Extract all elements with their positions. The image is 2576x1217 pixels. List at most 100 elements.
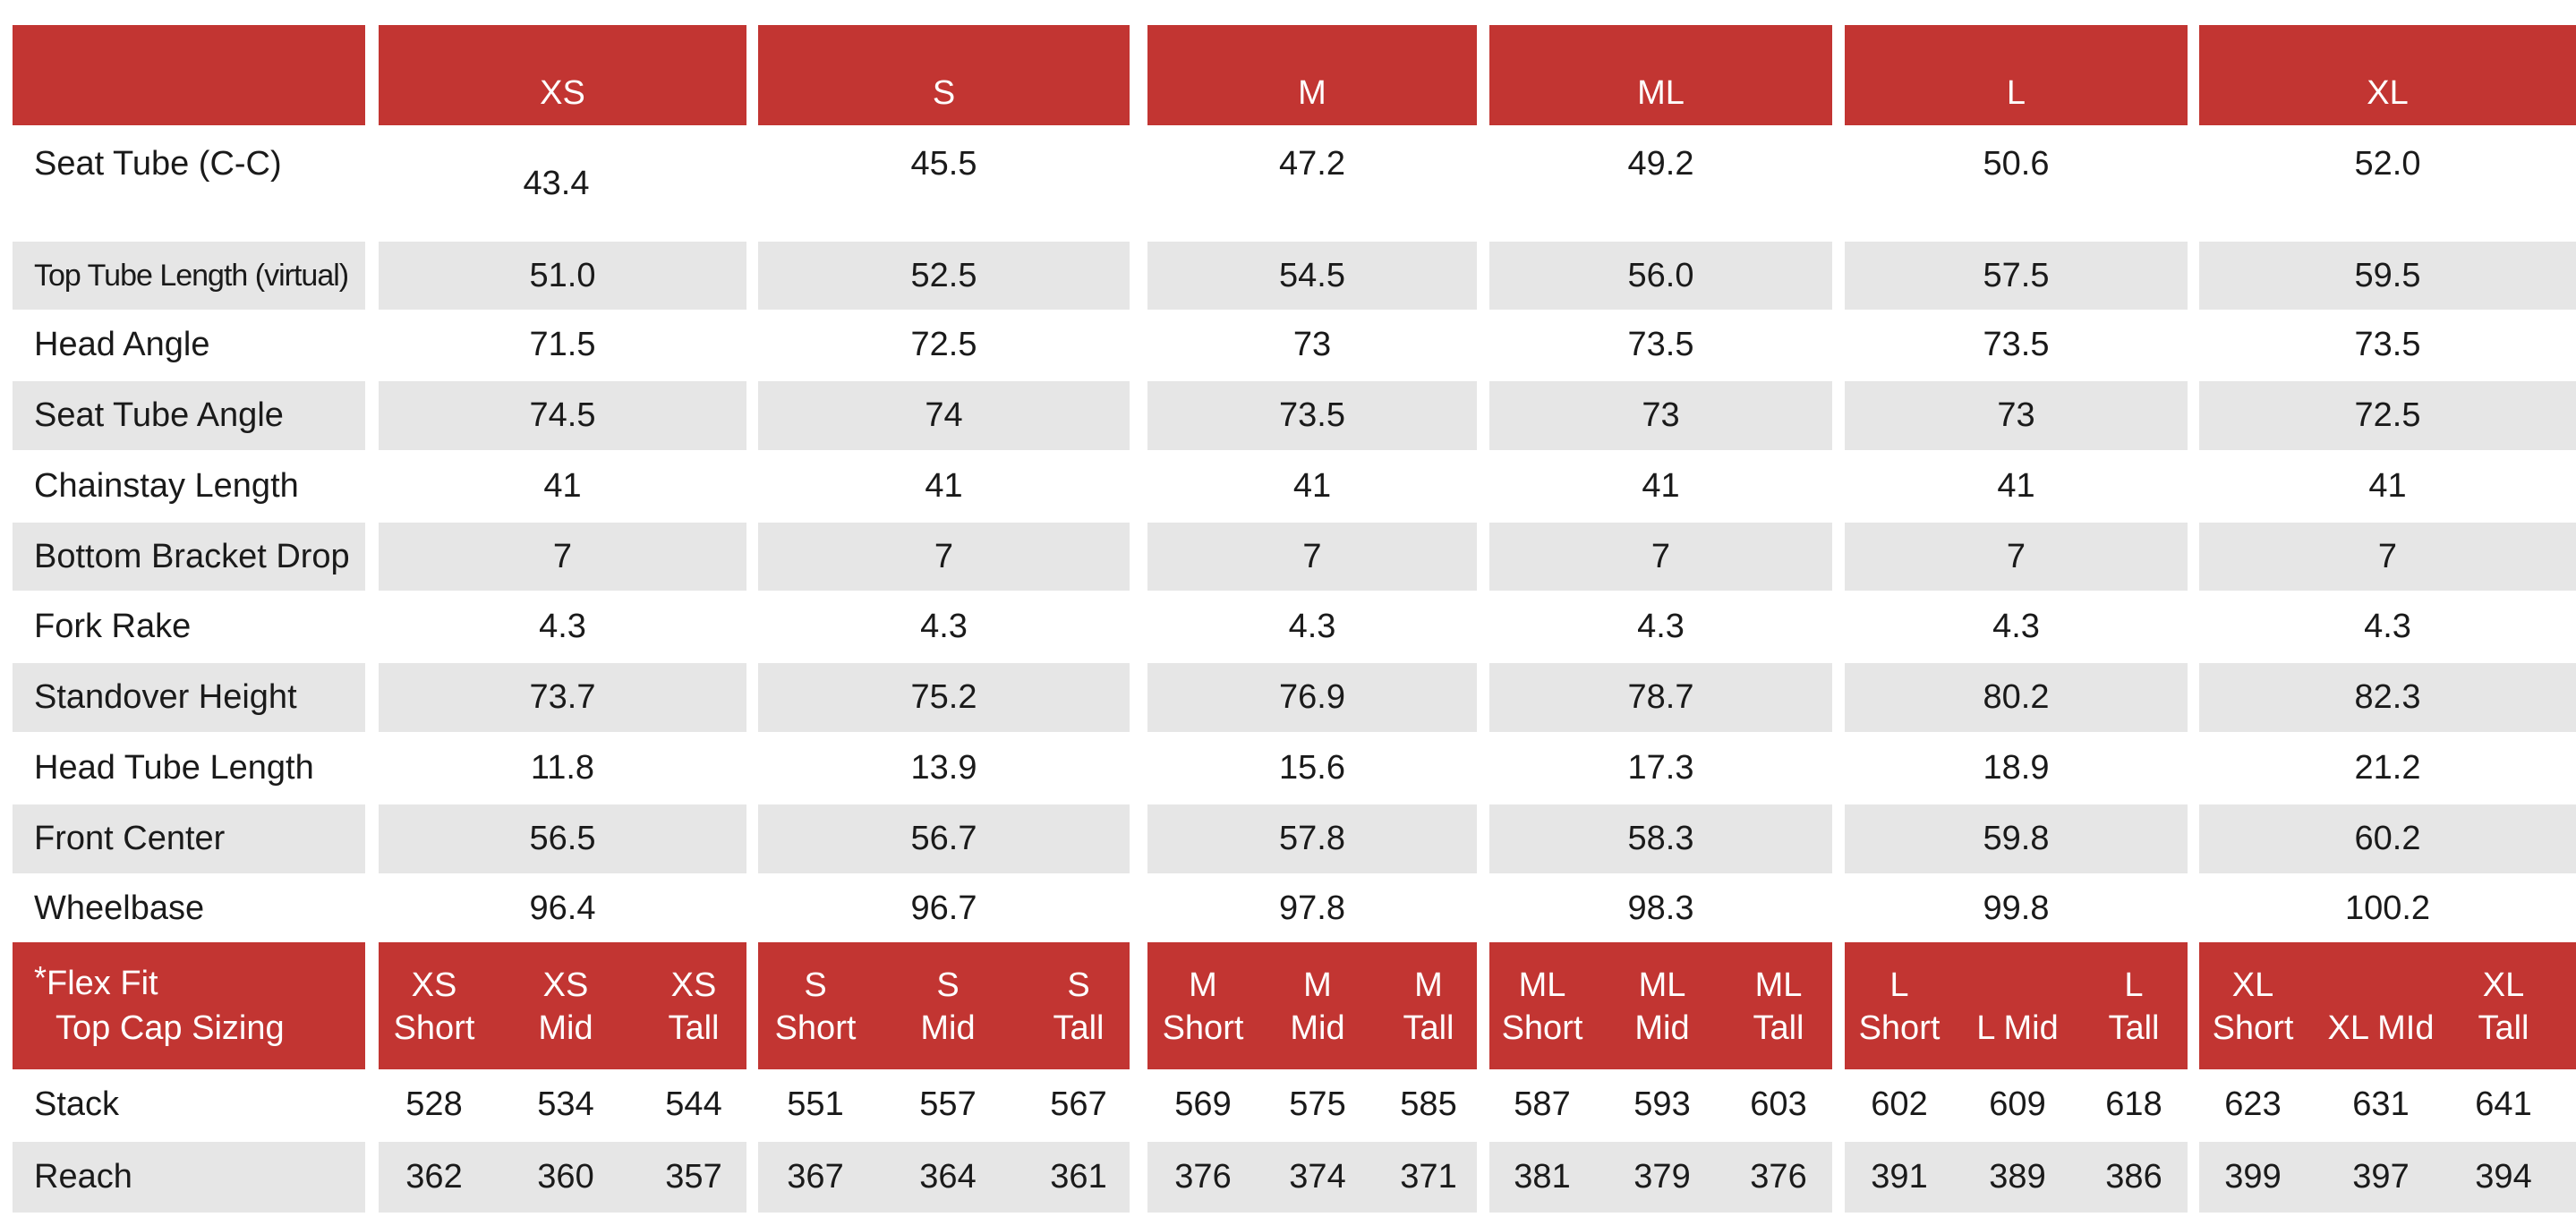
- row-label-text: Reach: [34, 1158, 132, 1196]
- flex-fit-title: *Flex Fit: [34, 959, 158, 1006]
- value-text: 374: [1289, 1158, 1346, 1196]
- flex-value-cell: 399: [2199, 1142, 2307, 1213]
- value-text: 45.5: [910, 145, 977, 183]
- flex-value-cell: 391: [1846, 1142, 1953, 1213]
- flex-value-cell: 618: [2080, 1069, 2188, 1140]
- value-text: 71.5: [529, 326, 596, 363]
- row-label: Bottom Bracket Drop: [13, 523, 365, 591]
- flex-size-group: M Short M Mid M Tall: [1147, 942, 1477, 1069]
- flex-size-column-header: ML Mid: [1608, 964, 1716, 1050]
- value-text: 17.3: [1627, 749, 1694, 787]
- value-text: 49.2: [1627, 145, 1694, 183]
- value-text: 73.5: [2354, 326, 2421, 363]
- value-text: 52.5: [910, 256, 977, 294]
- row-label: Seat Tube (C-C): [13, 125, 365, 240]
- size-header: XL: [2199, 25, 2576, 125]
- value-cell: 41: [1489, 451, 1832, 521]
- value-cell: 4.3: [1845, 592, 2188, 661]
- value-text: 609: [1989, 1085, 2046, 1123]
- flex-value-cell: 362: [380, 1142, 488, 1213]
- value-text: 367: [787, 1158, 844, 1196]
- value-text: 96.4: [529, 889, 596, 927]
- value-text: 631: [2352, 1085, 2410, 1123]
- flex-size-column-header: M Short: [1149, 964, 1257, 1050]
- row-label: Fork Rake: [13, 592, 365, 661]
- value-text: 4.3: [1637, 608, 1685, 645]
- value-text: 76.9: [1279, 678, 1345, 716]
- row-label-text: Seat Tube (C-C): [34, 145, 282, 183]
- value-text: 587: [1514, 1085, 1571, 1123]
- flex-size-name: XS: [411, 966, 457, 1004]
- flex-size-variant: Mid: [1634, 1009, 1690, 1047]
- size-header: L: [1845, 25, 2188, 125]
- flex-size-column-header: M Mid: [1264, 964, 1371, 1050]
- flex-fit-line1: Flex Fit: [47, 965, 158, 1002]
- flex-value-cell: 357: [640, 1142, 747, 1213]
- value-cell: 78.7: [1489, 663, 1832, 732]
- value-text: 585: [1400, 1085, 1457, 1123]
- row-label-text: Standover Height: [34, 678, 297, 716]
- value-text: 569: [1174, 1085, 1232, 1123]
- value-text: 593: [1633, 1085, 1691, 1123]
- value-cell: 47.2: [1147, 125, 1477, 240]
- value-text: 18.9: [1983, 749, 2050, 787]
- value-cell: 52.0: [2199, 125, 2576, 240]
- value-text: 397: [2352, 1158, 2410, 1196]
- flex-size-column-header: ML Short: [1488, 964, 1596, 1050]
- value-text: 56.7: [910, 820, 977, 857]
- value-cell: 100.2: [2199, 875, 2576, 942]
- flex-value-group: 623 631 641: [2199, 1069, 2576, 1140]
- value-cell: 59.5: [2199, 242, 2576, 310]
- value-cell: 11.8: [379, 734, 746, 803]
- flex-size-variant: Tall: [668, 1009, 720, 1047]
- value-cell: 21.2: [2199, 734, 2576, 803]
- value-text: 557: [919, 1085, 977, 1123]
- value-cell: 17.3: [1489, 734, 1832, 803]
- value-cell: 51.0: [379, 242, 746, 310]
- row-label-text: Head Angle: [34, 326, 210, 363]
- value-text: 361: [1050, 1158, 1107, 1196]
- value-cell: 43.4: [379, 125, 746, 240]
- value-text: 4.3: [539, 608, 586, 645]
- flex-value-cell: 360: [512, 1142, 619, 1213]
- value-text: 43.4: [523, 165, 590, 202]
- flex-size-column-header: XL Tall: [2450, 964, 2557, 1050]
- size-header: S: [758, 25, 1130, 125]
- flex-size-name: M: [1189, 966, 1217, 1004]
- flex-size-name: L: [1889, 966, 1909, 1004]
- value-text: 15.6: [1279, 749, 1345, 787]
- flex-size-name: L: [2124, 966, 2144, 1004]
- value-text: 21.2: [2354, 749, 2421, 787]
- row-label-text: Chainstay Length: [34, 466, 299, 505]
- flex-value-cell: 397: [2327, 1142, 2435, 1213]
- value-cell: 72.5: [758, 311, 1130, 379]
- flex-value-cell: 364: [894, 1142, 1002, 1213]
- value-text: 623: [2224, 1085, 2282, 1123]
- value-cell: 96.4: [379, 875, 746, 942]
- value-cell: 50.6: [1845, 125, 2188, 240]
- value-text: 41: [543, 466, 582, 505]
- flex-value-cell: 551: [762, 1069, 869, 1140]
- value-text: 7: [934, 537, 954, 575]
- value-cell: 4.3: [758, 592, 1130, 661]
- flex-size-group: L Short L Mid L Tall: [1845, 942, 2188, 1069]
- flex-size-column-header: XS Tall: [640, 964, 747, 1050]
- flex-size-name: XL: [2231, 966, 2274, 1004]
- value-text: 56.5: [529, 820, 596, 857]
- value-text: 7: [2006, 537, 2026, 575]
- flex-value-cell: 534: [512, 1069, 619, 1140]
- value-text: 376: [1174, 1158, 1232, 1196]
- value-text: 100.2: [2344, 889, 2431, 927]
- value-cell: 7: [1147, 523, 1477, 591]
- value-text: 7: [552, 537, 573, 575]
- value-text: 371: [1400, 1158, 1457, 1196]
- flex-value-cell: 381: [1488, 1142, 1596, 1213]
- flex-size-group: XS Short XS Mid XS Tall: [379, 942, 746, 1069]
- value-text: 73.5: [1627, 326, 1694, 363]
- value-text: 73: [1292, 326, 1332, 363]
- flex-fit-line2: Top Cap Sizing: [55, 1009, 285, 1047]
- value-cell: 7: [1489, 523, 1832, 591]
- value-text: 394: [2475, 1158, 2532, 1196]
- row-label: Standover Height: [13, 663, 365, 732]
- flex-value-group: 399 397 394: [2199, 1142, 2576, 1213]
